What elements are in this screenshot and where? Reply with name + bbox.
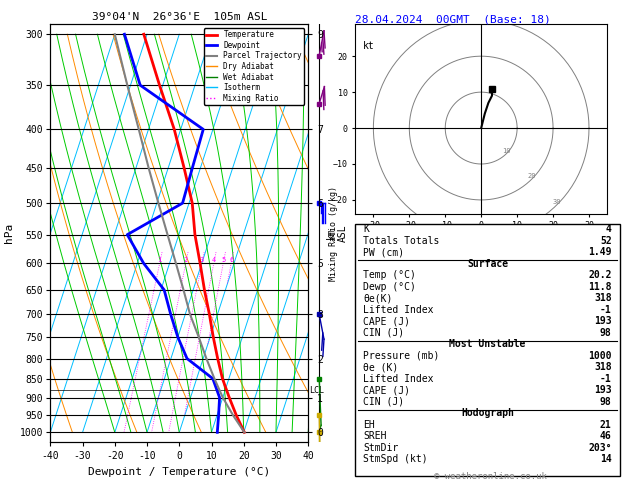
Text: LCL: LCL (309, 385, 324, 395)
Text: StmSpd (kt): StmSpd (kt) (364, 454, 428, 464)
Text: Dewp (°C): Dewp (°C) (364, 282, 416, 292)
Text: CAPE (J): CAPE (J) (364, 316, 410, 326)
Text: 30: 30 (552, 199, 561, 205)
Text: 21: 21 (600, 419, 611, 430)
Legend: Temperature, Dewpoint, Parcel Trajectory, Dry Adiabat, Wet Adiabat, Isotherm, Mi: Temperature, Dewpoint, Parcel Trajectory… (204, 28, 304, 105)
Text: Mixing Ratio (g/kg): Mixing Ratio (g/kg) (329, 186, 338, 281)
Text: Lifted Index: Lifted Index (364, 305, 434, 315)
Text: 14: 14 (600, 454, 611, 464)
Title: 39°04'N  26°36'E  105m ASL: 39°04'N 26°36'E 105m ASL (91, 12, 267, 22)
Text: 10: 10 (502, 148, 511, 154)
Text: 193: 193 (594, 316, 611, 326)
Text: 203°: 203° (588, 443, 611, 452)
Y-axis label: hPa: hPa (4, 223, 14, 243)
Text: 193: 193 (594, 385, 611, 395)
Text: kt: kt (362, 41, 374, 51)
Text: 20.2: 20.2 (588, 270, 611, 280)
Text: 1000: 1000 (588, 351, 611, 361)
Text: 4: 4 (212, 258, 216, 263)
Text: 4: 4 (606, 225, 611, 234)
Text: Pressure (mb): Pressure (mb) (364, 351, 440, 361)
Text: Temp (°C): Temp (°C) (364, 270, 416, 280)
Text: Most Unstable: Most Unstable (449, 339, 526, 349)
Text: SREH: SREH (364, 431, 387, 441)
Text: PW (cm): PW (cm) (364, 247, 404, 257)
Text: -1: -1 (600, 374, 611, 383)
Text: 318: 318 (594, 293, 611, 303)
Text: 52: 52 (600, 236, 611, 246)
Y-axis label: km
ASL: km ASL (326, 225, 347, 242)
Text: 2: 2 (184, 258, 188, 263)
Text: 98: 98 (600, 397, 611, 407)
Text: 1: 1 (157, 258, 162, 263)
Text: K: K (364, 225, 369, 234)
Text: 5: 5 (221, 258, 225, 263)
Text: 11.8: 11.8 (588, 282, 611, 292)
Text: CIN (J): CIN (J) (364, 328, 404, 338)
Text: θe (K): θe (K) (364, 362, 399, 372)
Text: 3: 3 (200, 258, 204, 263)
Text: 318: 318 (594, 362, 611, 372)
Text: Hodograph: Hodograph (461, 408, 514, 418)
Text: CAPE (J): CAPE (J) (364, 385, 410, 395)
Text: © weatheronline.co.uk: © weatheronline.co.uk (434, 472, 547, 481)
Text: Totals Totals: Totals Totals (364, 236, 440, 246)
Text: 28.04.2024  00GMT  (Base: 18): 28.04.2024 00GMT (Base: 18) (355, 15, 551, 25)
Text: EH: EH (364, 419, 375, 430)
Text: 6: 6 (229, 258, 233, 263)
Text: 1.49: 1.49 (588, 247, 611, 257)
Text: StmDir: StmDir (364, 443, 399, 452)
Text: θe(K): θe(K) (364, 293, 392, 303)
Text: 20: 20 (527, 174, 536, 179)
Text: Surface: Surface (467, 259, 508, 269)
Text: 98: 98 (600, 328, 611, 338)
Text: CIN (J): CIN (J) (364, 397, 404, 407)
Text: 46: 46 (600, 431, 611, 441)
Text: Lifted Index: Lifted Index (364, 374, 434, 383)
X-axis label: Dewpoint / Temperature (°C): Dewpoint / Temperature (°C) (88, 467, 270, 477)
Text: -1: -1 (600, 305, 611, 315)
